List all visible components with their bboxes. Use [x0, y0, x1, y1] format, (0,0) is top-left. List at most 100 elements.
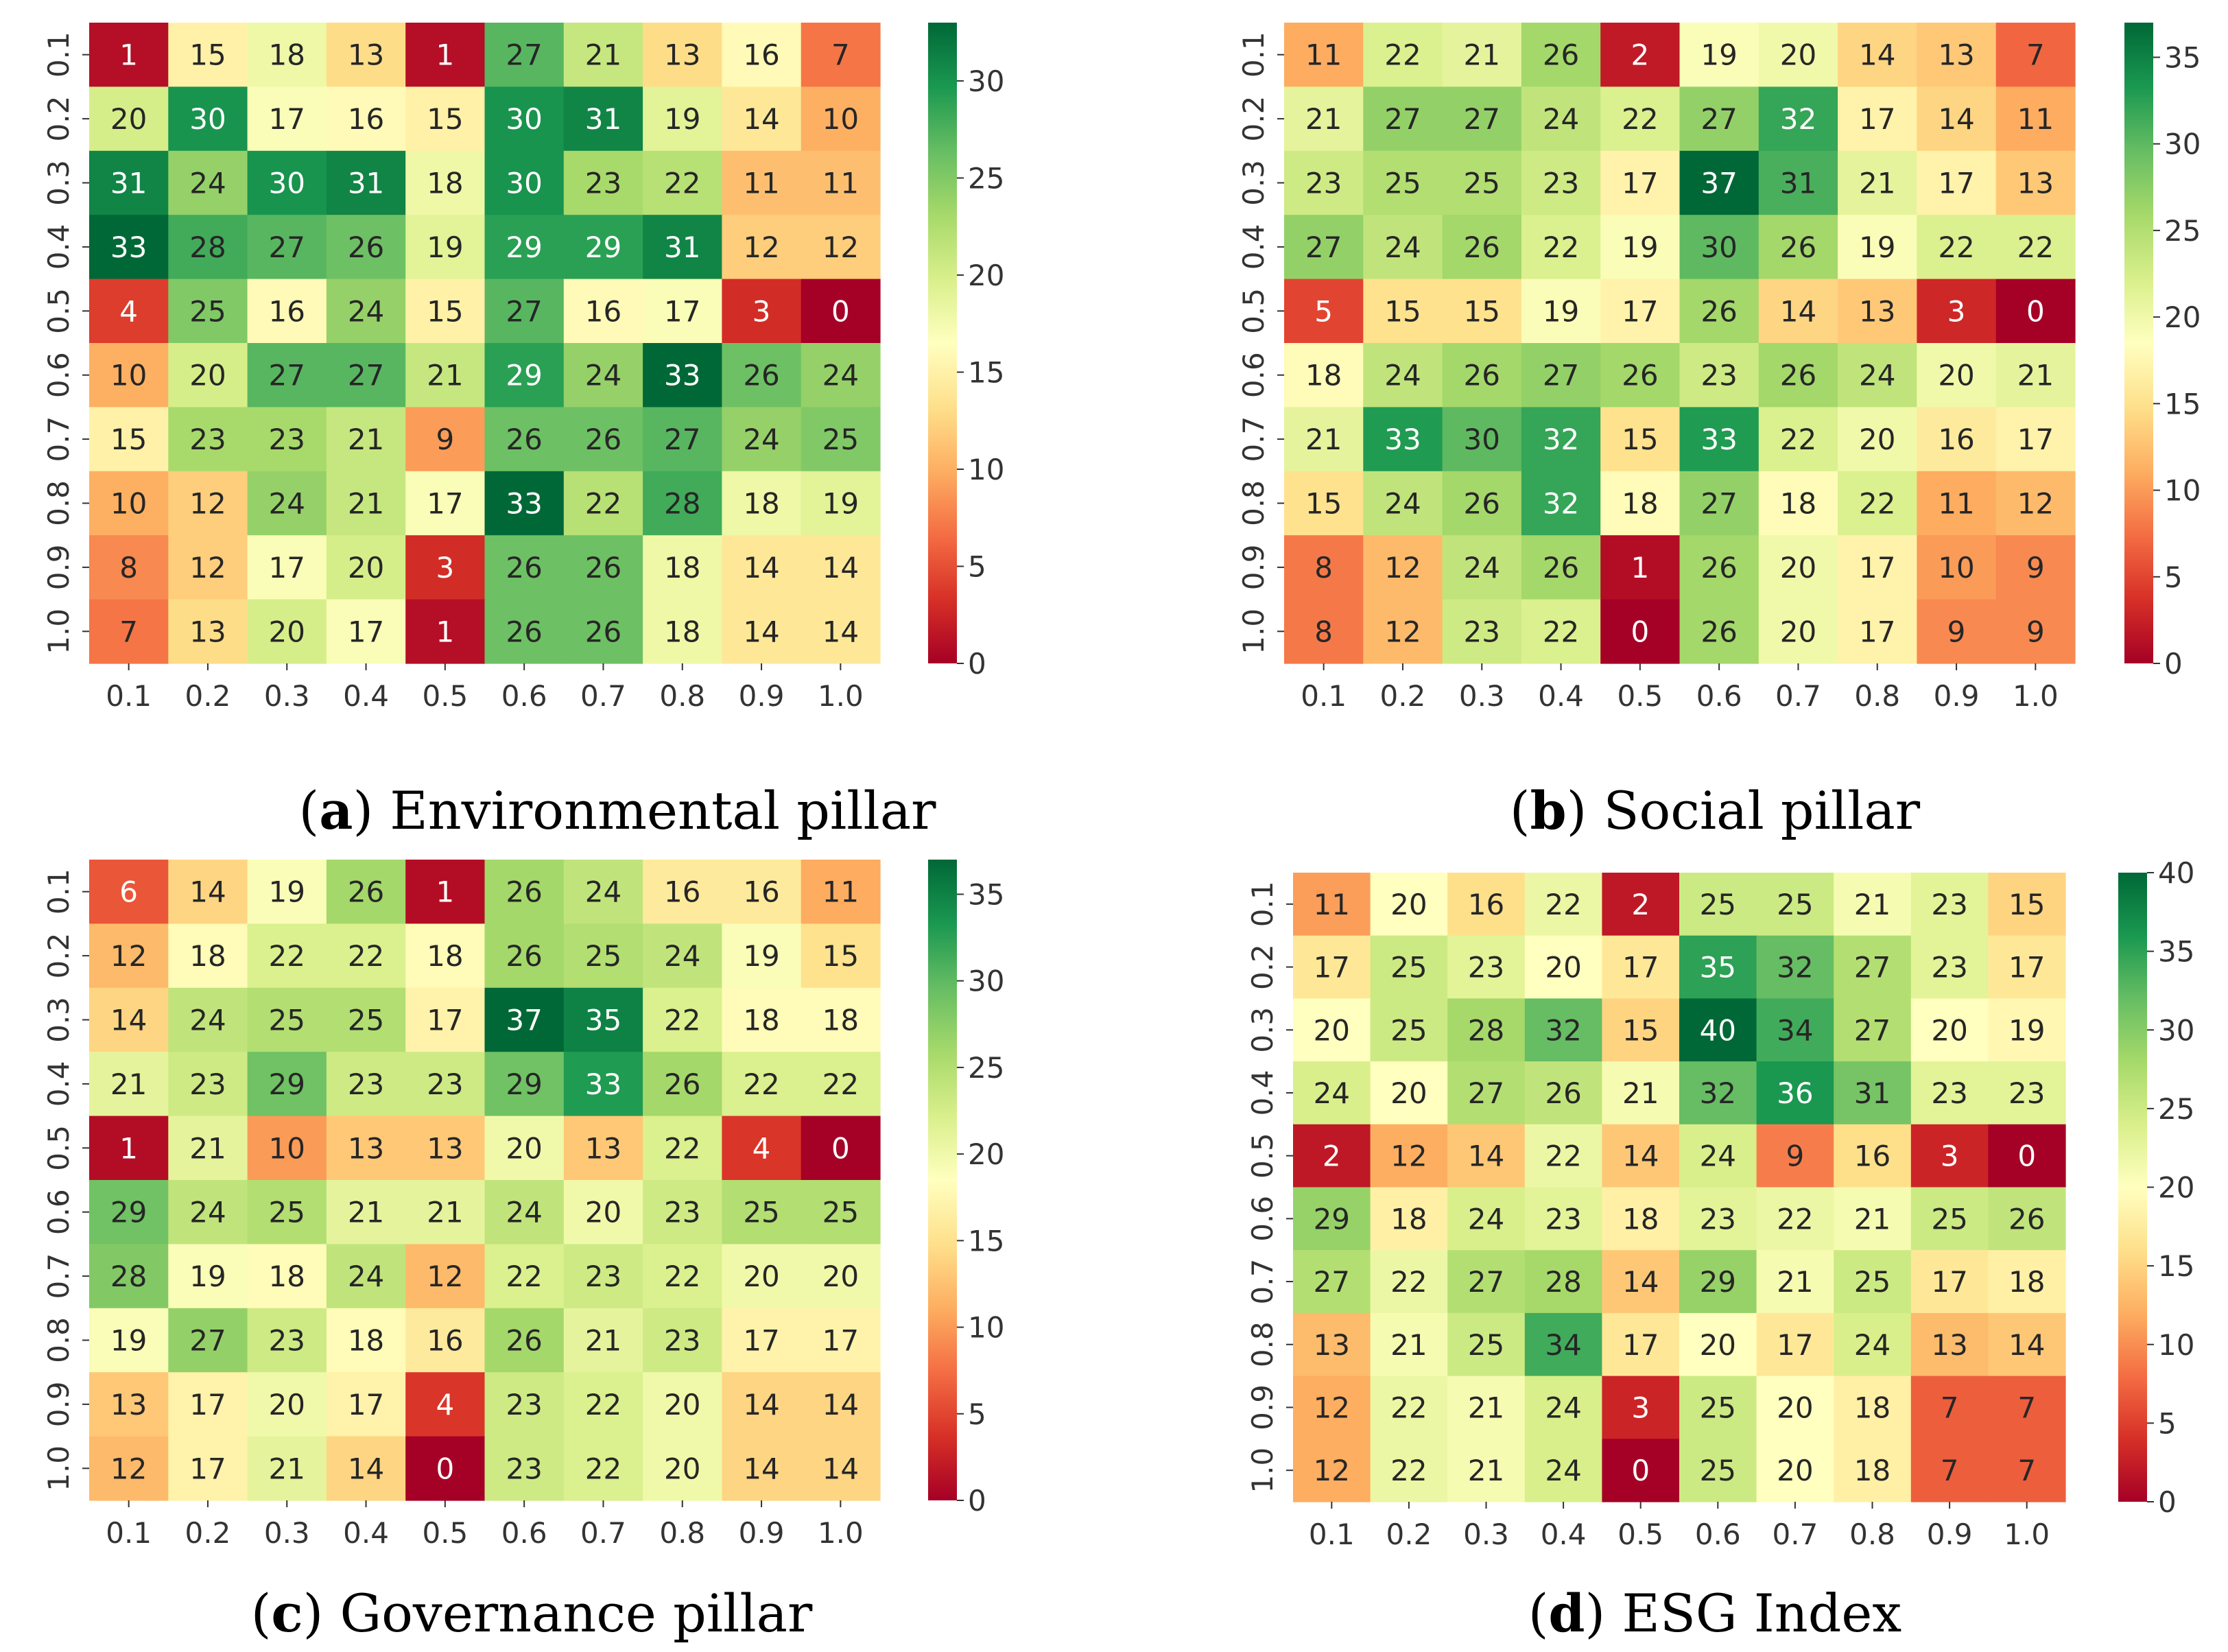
cell-value-label: 21 [427, 1196, 463, 1229]
heatmap-cell [1995, 23, 2076, 87]
heatmap-cell [1600, 407, 1681, 472]
cell-value-label: 20 [1545, 951, 1581, 984]
heatmap-cell [1600, 535, 1681, 600]
y-tick-label: 1.0 [1237, 609, 1270, 654]
cell-value-label: 24 [348, 1260, 384, 1293]
cell-value-label: 36 [1777, 1076, 1813, 1110]
heatmap-cell [1917, 23, 1997, 87]
heatmap-cell [168, 1436, 248, 1501]
cell-value-label: 3 [436, 551, 454, 585]
heatmap-cell [1679, 935, 1757, 999]
cell-value-label: 17 [1859, 551, 1895, 585]
cell-value-label: 23 [1545, 1202, 1581, 1236]
heatmap-cell [1758, 86, 1838, 152]
cell-value-label: 20 [269, 1388, 305, 1421]
cell-value-label: 13 [189, 615, 226, 648]
heatmap-cell [643, 1308, 722, 1373]
cell-value-label: 21 [348, 1196, 384, 1229]
cell-value-label: 25 [1777, 888, 1813, 921]
cell-value-label: 10 [110, 359, 147, 392]
cell-value-label: 17 [189, 1452, 226, 1485]
heatmap-cell [1293, 1124, 1371, 1188]
x-tick-label: 1.0 [818, 1516, 864, 1550]
x-tick-label: 0.3 [1463, 1518, 1509, 1551]
x-tick-label: 0.7 [580, 1516, 626, 1550]
heatmap-cell [643, 1116, 722, 1181]
heatmap-cell [1293, 1312, 1371, 1377]
heatmap-cell [89, 407, 169, 472]
cell-value-label: 26 [506, 615, 542, 648]
heatmap-cell [801, 599, 881, 664]
heatmap-cell [484, 279, 565, 344]
heatmap-cell [563, 535, 643, 600]
cell-value-label: 15 [1305, 487, 1342, 521]
cell-value-label: 22 [1545, 888, 1581, 921]
heatmap-cell [1447, 998, 1526, 1062]
cell-value-label: 26 [506, 423, 542, 456]
colorbar-tick-label: 5 [2158, 1406, 2177, 1440]
cell-value-label: 21 [1305, 423, 1342, 456]
caption-letter: d [1548, 1583, 1585, 1644]
cell-value-label: 31 [110, 167, 147, 200]
heatmap-cell [1284, 535, 1364, 600]
heatmap-cell [1679, 86, 1759, 152]
heatmap-cell [484, 471, 565, 536]
heatmap-cell [1370, 1439, 1448, 1502]
cell-value-label: 22 [664, 1131, 700, 1165]
cell-value-label: 13 [664, 38, 700, 72]
colorbar-tick-label: 0 [968, 1484, 986, 1518]
heatmap-cell [1600, 23, 1681, 87]
cell-value-label: 21 [427, 359, 463, 392]
heatmap-cell [722, 1372, 802, 1437]
heatmap-cell [1679, 1250, 1757, 1314]
cell-value-label: 29 [1314, 1202, 1350, 1236]
cell-value-label: 29 [585, 231, 621, 264]
heatmap-cell [484, 407, 565, 472]
x-tick-label: 0.7 [1773, 1518, 1818, 1551]
heatmap-cell [1758, 535, 1838, 600]
heatmap-cell [1679, 535, 1759, 600]
cell-value-label: 13 [427, 1131, 463, 1165]
heatmap-cell [1447, 935, 1526, 999]
cell-value-label: 4 [119, 294, 138, 328]
cell-value-label: 22 [1390, 1391, 1427, 1424]
heatmap-cell [89, 1436, 169, 1501]
caption-letter: b [1530, 780, 1567, 841]
colorbar-tick-label: 10 [968, 453, 1004, 486]
heatmap-cell [801, 343, 881, 408]
heatmap-cell [247, 23, 327, 87]
cell-value-label: 12 [743, 231, 779, 264]
y-tick-label: 0.4 [1246, 1070, 1279, 1116]
heatmap-cell [1370, 873, 1448, 936]
heatmap-cell [643, 150, 722, 215]
heatmap-cell [168, 343, 248, 408]
cell-value-label: 26 [1545, 1076, 1581, 1110]
cell-value-label: 22 [585, 1388, 621, 1421]
colorbar-tick-label: 25 [968, 1051, 1004, 1085]
cell-value-label: 18 [348, 1324, 384, 1358]
cell-value-label: 26 [743, 359, 779, 392]
heatmap-cell [1524, 1061, 1602, 1125]
cell-value-label: 25 [585, 939, 621, 973]
heatmap-cell [247, 1436, 327, 1501]
cell-value-label: 15 [427, 102, 463, 136]
heatmap-cell [1756, 1312, 1834, 1377]
heatmap-cell [1363, 343, 1443, 408]
cell-value-label: 11 [822, 875, 859, 909]
cell-value-label: 4 [752, 1131, 771, 1165]
heatmap-cell [484, 23, 565, 87]
heatmap-cell [405, 407, 486, 472]
y-tick-label: 1.0 [1246, 1448, 1279, 1494]
colorbar-tick-label: 30 [2164, 128, 2201, 161]
cell-value-label: 3 [1947, 294, 1966, 328]
cell-value-label: 22 [1543, 231, 1579, 264]
heatmap-cell [563, 407, 643, 472]
cell-value-label: 19 [664, 102, 700, 136]
cell-value-label: 18 [1854, 1454, 1891, 1487]
heatmap-cell [1910, 1312, 1989, 1377]
cell-value-label: 23 [1931, 1076, 1967, 1110]
cell-value-label: 7 [2026, 38, 2045, 72]
cell-value-label: 23 [189, 423, 226, 456]
heatmap-cell [1602, 998, 1680, 1062]
heatmap-cell [1834, 1187, 1912, 1251]
